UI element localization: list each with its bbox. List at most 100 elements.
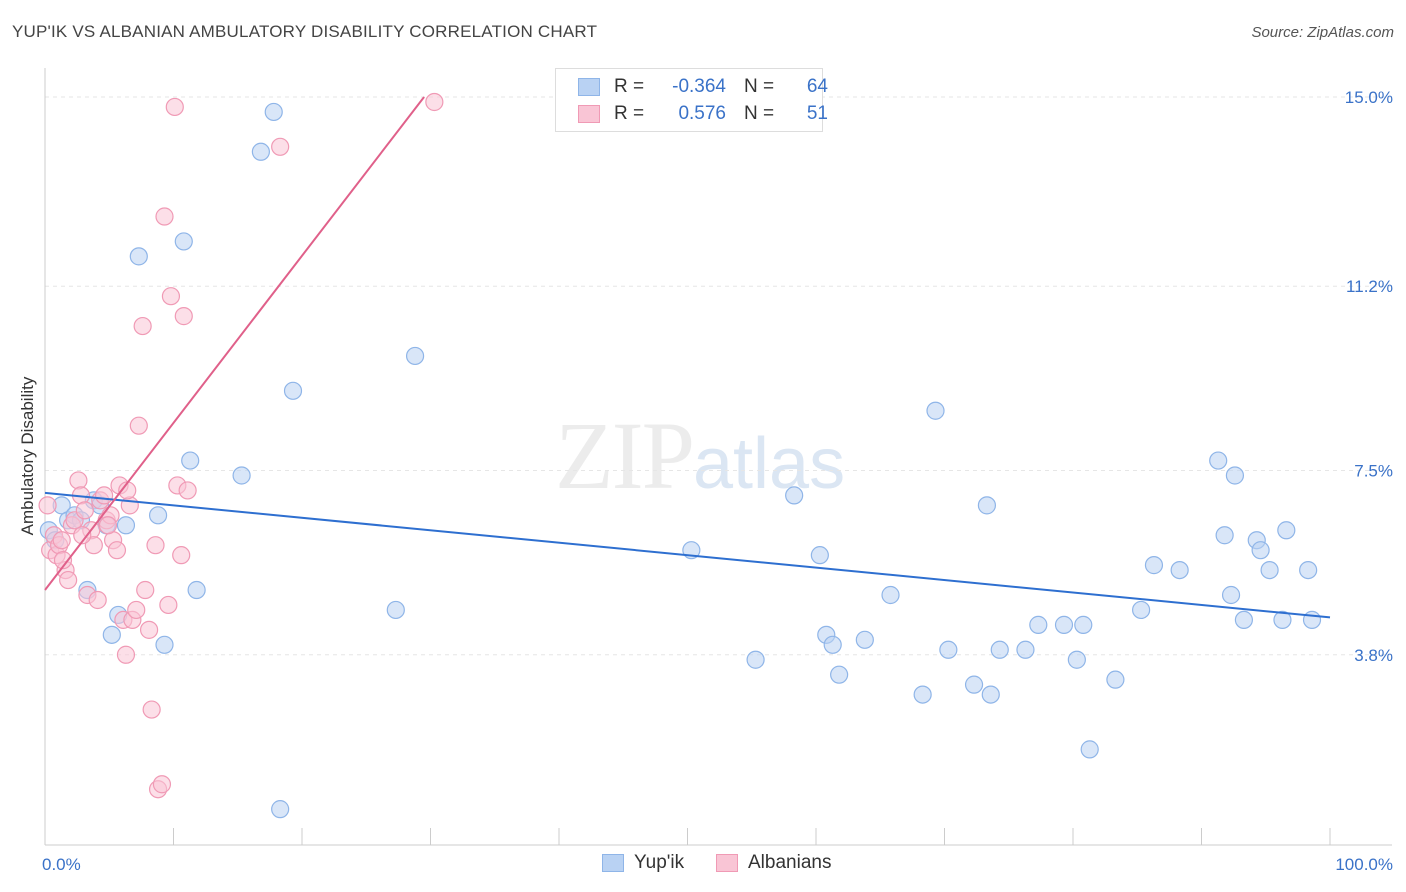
yupik-point [1029, 615, 1048, 634]
albanians-point [129, 416, 148, 435]
yupik-point [981, 685, 1000, 704]
trend-lines [44, 96, 1331, 619]
legend-row-albanians: R = 0.576 N = 51 [578, 102, 828, 126]
legend-row-yupik: R = -0.364 N = 64 [578, 75, 828, 99]
yupik-point [1221, 585, 1241, 605]
albanians-point [69, 471, 88, 490]
legend-r-value-yupik: -0.364 [672, 76, 726, 97]
albanians-point [155, 207, 174, 226]
legend-item-albanians[interactable]: Albanians [716, 852, 831, 874]
yupik-point [232, 466, 251, 485]
yupik-point [810, 546, 829, 565]
albanians-point [38, 496, 57, 515]
yupik-point [148, 506, 168, 525]
yupik-point [1074, 615, 1093, 634]
y-axis-label: Ambulatory Disability [18, 376, 37, 536]
albanians-point [84, 536, 103, 555]
yupik-point [1251, 541, 1270, 560]
axes [44, 68, 1392, 846]
albanians-point [142, 700, 161, 719]
yupik-point [913, 685, 932, 704]
yupik-point [926, 401, 945, 420]
legend-swatch-yupik [602, 854, 624, 872]
legend-label-albanians: Albanians [748, 852, 832, 873]
yupik-point [174, 232, 193, 251]
albanians-point [95, 486, 114, 505]
albanians-point [425, 92, 444, 112]
x-tick-label: 100.0% [1335, 855, 1393, 874]
yupik-point [1144, 556, 1164, 575]
yupik-point [187, 580, 206, 600]
yupik-point [1273, 610, 1292, 630]
albanians-point [116, 645, 136, 664]
correlation-legend: R = -0.364 N = 64 R = 0.576 N = 51 [555, 68, 828, 132]
albanians-point [127, 600, 146, 620]
source-label: Source: ZipAtlas.com [1251, 24, 1394, 41]
albanians-point [146, 536, 165, 555]
yupik-point [155, 635, 174, 654]
albanians-point [152, 775, 172, 794]
legend-n-value-yupik: 64 [806, 76, 828, 97]
y-tick-label: 7.5% [1354, 462, 1393, 481]
yupik-point [1106, 670, 1125, 689]
albanians-point [120, 496, 139, 515]
yupik-point [1225, 466, 1245, 485]
yupik-point [1170, 560, 1189, 580]
series-yupik-points [39, 102, 1322, 819]
albanians-point [178, 481, 197, 500]
yupik-point [1277, 521, 1296, 540]
yupik-point [1209, 451, 1228, 470]
yupik-point [283, 381, 303, 400]
yupik-point [102, 625, 121, 644]
yupik-point [830, 665, 849, 684]
yupik-point [990, 640, 1009, 659]
yupik-point [785, 486, 804, 505]
trend-line-albanians [44, 96, 425, 591]
albanians-point [172, 546, 191, 565]
legend-swatch-albanians [578, 105, 600, 123]
yupik-point [181, 451, 200, 470]
albanians-point [165, 97, 184, 117]
x-tick-label: 0.0% [42, 855, 81, 874]
yupik-point [405, 346, 425, 366]
albanians-point [88, 590, 107, 610]
albanians-point [75, 501, 94, 520]
legend-label-yupik: Yup'ik [634, 852, 685, 873]
legend-n-label: N = [744, 103, 775, 124]
yupik-point [977, 496, 997, 515]
yupik-point [271, 800, 290, 819]
y-tick-label: 11.2% [1346, 277, 1393, 296]
chart-title: YUP'IK VS ALBANIAN AMBULATORY DISABILITY… [12, 22, 598, 41]
yupik-point [129, 247, 148, 266]
albanians-point [159, 595, 178, 615]
legend-r-label: R = [614, 103, 645, 124]
yupik-point [1260, 560, 1279, 580]
legend-r-label: R = [614, 76, 645, 97]
series-albanians-points [38, 92, 444, 799]
albanians-point [271, 137, 290, 156]
yupik-point [939, 640, 958, 659]
yupik-point [1054, 615, 1074, 634]
yupik-point [1299, 560, 1318, 580]
legend-n-label: N = [744, 76, 775, 97]
albanians-point [52, 531, 71, 550]
tick-labels: 3.8% 7.5% 11.2% 15.0% 0.0% 100.0% [42, 88, 1393, 874]
yupik-point [823, 635, 842, 654]
legend-item-yupik[interactable]: Yup'ik [602, 852, 684, 874]
yupik-point [1234, 610, 1254, 630]
legend-n-value-albanians: 51 [806, 103, 828, 124]
yupik-point [746, 650, 765, 669]
albanians-point [98, 516, 118, 535]
watermark: ZIPatlas [555, 400, 845, 511]
yupik-point [116, 516, 136, 535]
albanians-point [53, 551, 73, 570]
yupik-point [855, 630, 874, 649]
albanians-point [107, 541, 127, 560]
legend-r-value-albanians: 0.576 [678, 103, 726, 124]
legend-swatch-albanians [716, 854, 738, 872]
albanians-point [161, 287, 181, 306]
yupik-point [1016, 640, 1035, 659]
yupik-point [1080, 740, 1099, 759]
yupik-point [881, 585, 900, 605]
